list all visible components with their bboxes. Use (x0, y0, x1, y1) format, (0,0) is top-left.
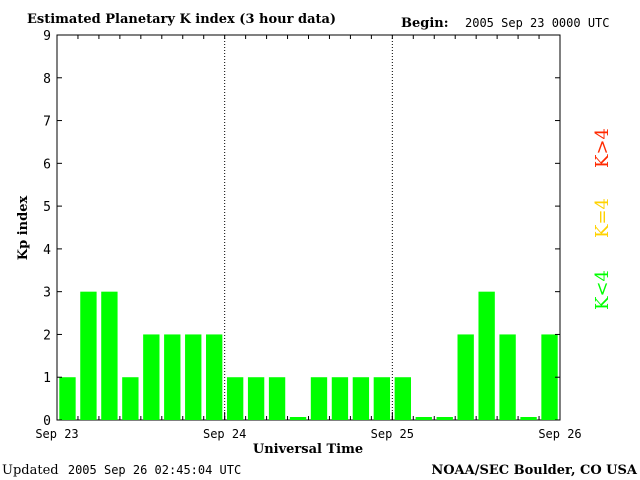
kp-bar (478, 291, 495, 420)
kp-bar (268, 377, 286, 420)
y-tick-label: 0 (43, 414, 51, 429)
x-tick-label: Sep 26 (538, 427, 581, 441)
kp-bar (415, 417, 432, 420)
updated-label: Updated (2, 463, 59, 478)
y-tick-label: 5 (43, 200, 51, 215)
y-tick-label: 2 (43, 328, 51, 343)
y-tick-label: 3 (43, 286, 51, 301)
y-tick-label: 4 (43, 243, 51, 258)
kp-bar (331, 377, 349, 420)
y-tick-label: 7 (43, 115, 51, 130)
kp-bar (206, 334, 223, 420)
x-tick-label: Sep 25 (371, 427, 414, 441)
kp-bar (143, 334, 160, 420)
kp-bar (101, 291, 118, 420)
y-tick-label: 1 (43, 371, 51, 386)
legend-item: K<4 (592, 270, 613, 310)
kp-bar (373, 377, 391, 420)
y-axis-label: Kp index (16, 196, 31, 261)
x-tick-label: Sep 24 (203, 427, 246, 441)
kp-bar (436, 417, 453, 420)
kp-bar (289, 417, 307, 420)
updated-value: 2005 Sep 26 02:45:04 UTC (68, 463, 241, 477)
begin-label: Begin: (401, 16, 449, 31)
chart-title: Estimated Planetary K index (3 hour data… (27, 12, 336, 27)
kp-bar (457, 334, 474, 420)
y-tick-label: 8 (43, 72, 51, 87)
kp-bar (185, 334, 202, 420)
begin-value: 2005 Sep 23 0000 UTC (465, 16, 610, 30)
kp-bar (80, 291, 97, 420)
updated-line: Updated 2005 Sep 26 02:45:04 UTC (2, 462, 241, 478)
kp-bar (310, 377, 328, 420)
kp-bar (394, 377, 411, 420)
y-tick-label: 6 (43, 157, 51, 172)
x-axis-label: Universal Time (253, 442, 363, 457)
x-tick-label: Sep 23 (35, 427, 78, 441)
kp-bar (164, 334, 181, 420)
y-tick-label: 9 (43, 29, 51, 44)
kp-bar (499, 334, 516, 420)
kp-bar (247, 377, 265, 420)
kp-bar (226, 377, 244, 420)
plot-area: 0 1 2 3 4 5 6 7 8 9 Sep 23 Sep 24 Sep 25 Sep 26 (35, 29, 581, 441)
source-credit: NOAA/SEC Boulder, CO USA (431, 463, 638, 478)
legend-item: K>4 (592, 128, 613, 168)
kp-bar (352, 377, 370, 420)
kp-bar (541, 334, 558, 420)
kp-bar (59, 377, 76, 420)
kp-bar (520, 417, 537, 420)
kp-bar (122, 377, 139, 420)
legend-item: K=4 (592, 198, 613, 238)
legend: K>4 K=4 K<4 (592, 128, 613, 310)
